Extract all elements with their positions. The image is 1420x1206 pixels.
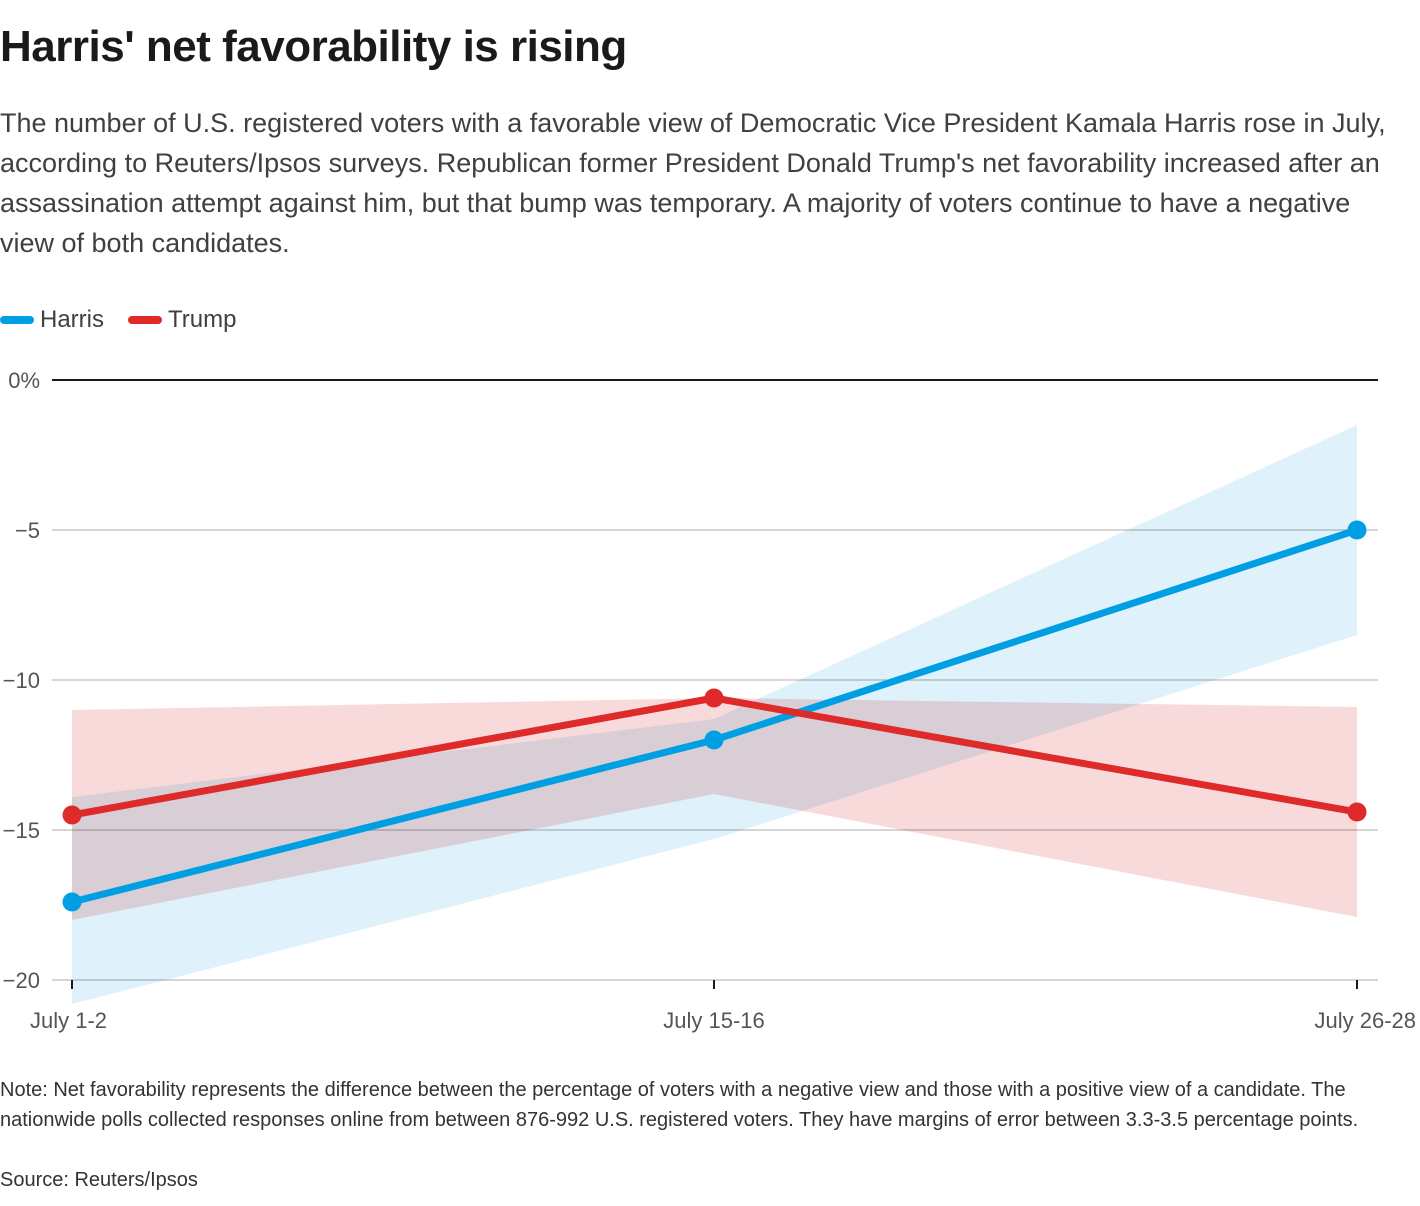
data-points <box>62 520 1367 912</box>
source-note: Source: Reuters/Ipsos <box>0 1169 198 1191</box>
y-axis: 0% −5 −10 −15 −20 <box>3 368 40 993</box>
x-tick-label: July 1-2 <box>30 1008 107 1033</box>
footnote: Note: Net favorability represents the di… <box>0 1079 1359 1131</box>
legend-swatch-harris <box>0 316 34 324</box>
y-tick-label: −15 <box>3 818 40 843</box>
y-tick-label: −10 <box>3 668 40 693</box>
point-trump <box>62 805 82 825</box>
chart-subtitle: The number of U.S. registered voters wit… <box>0 108 1386 258</box>
x-tick-label: July 26-28 <box>1314 1008 1416 1033</box>
legend-swatch-trump <box>128 316 162 324</box>
x-tick-label: July 15-16 <box>663 1008 765 1033</box>
y-tick-label: 0% <box>8 368 40 393</box>
band-harris <box>72 425 1357 1004</box>
legend-label-harris: Harris <box>40 306 104 333</box>
point-harris <box>1347 520 1367 540</box>
chart-title: Harris' net favorability is rising <box>0 22 627 71</box>
confidence-bands <box>72 425 1357 1004</box>
x-axis: July 1-2 July 15-16 July 26-28 <box>30 980 1416 1033</box>
legend: Harris Trump <box>0 306 260 334</box>
legend-label-trump: Trump <box>168 306 237 333</box>
legend-item-harris: Harris <box>0 306 104 334</box>
point-trump <box>1347 802 1367 822</box>
y-tick-label: −20 <box>3 968 40 993</box>
line-chart: 0% −5 −10 −15 −20 July 1-2 July 15-16 July 26-… <box>3 368 1416 1033</box>
y-tick-label: −5 <box>15 518 40 543</box>
point-harris <box>62 892 82 912</box>
point-trump <box>704 688 724 708</box>
legend-item-trump: Trump <box>128 306 236 334</box>
point-harris <box>704 730 724 750</box>
